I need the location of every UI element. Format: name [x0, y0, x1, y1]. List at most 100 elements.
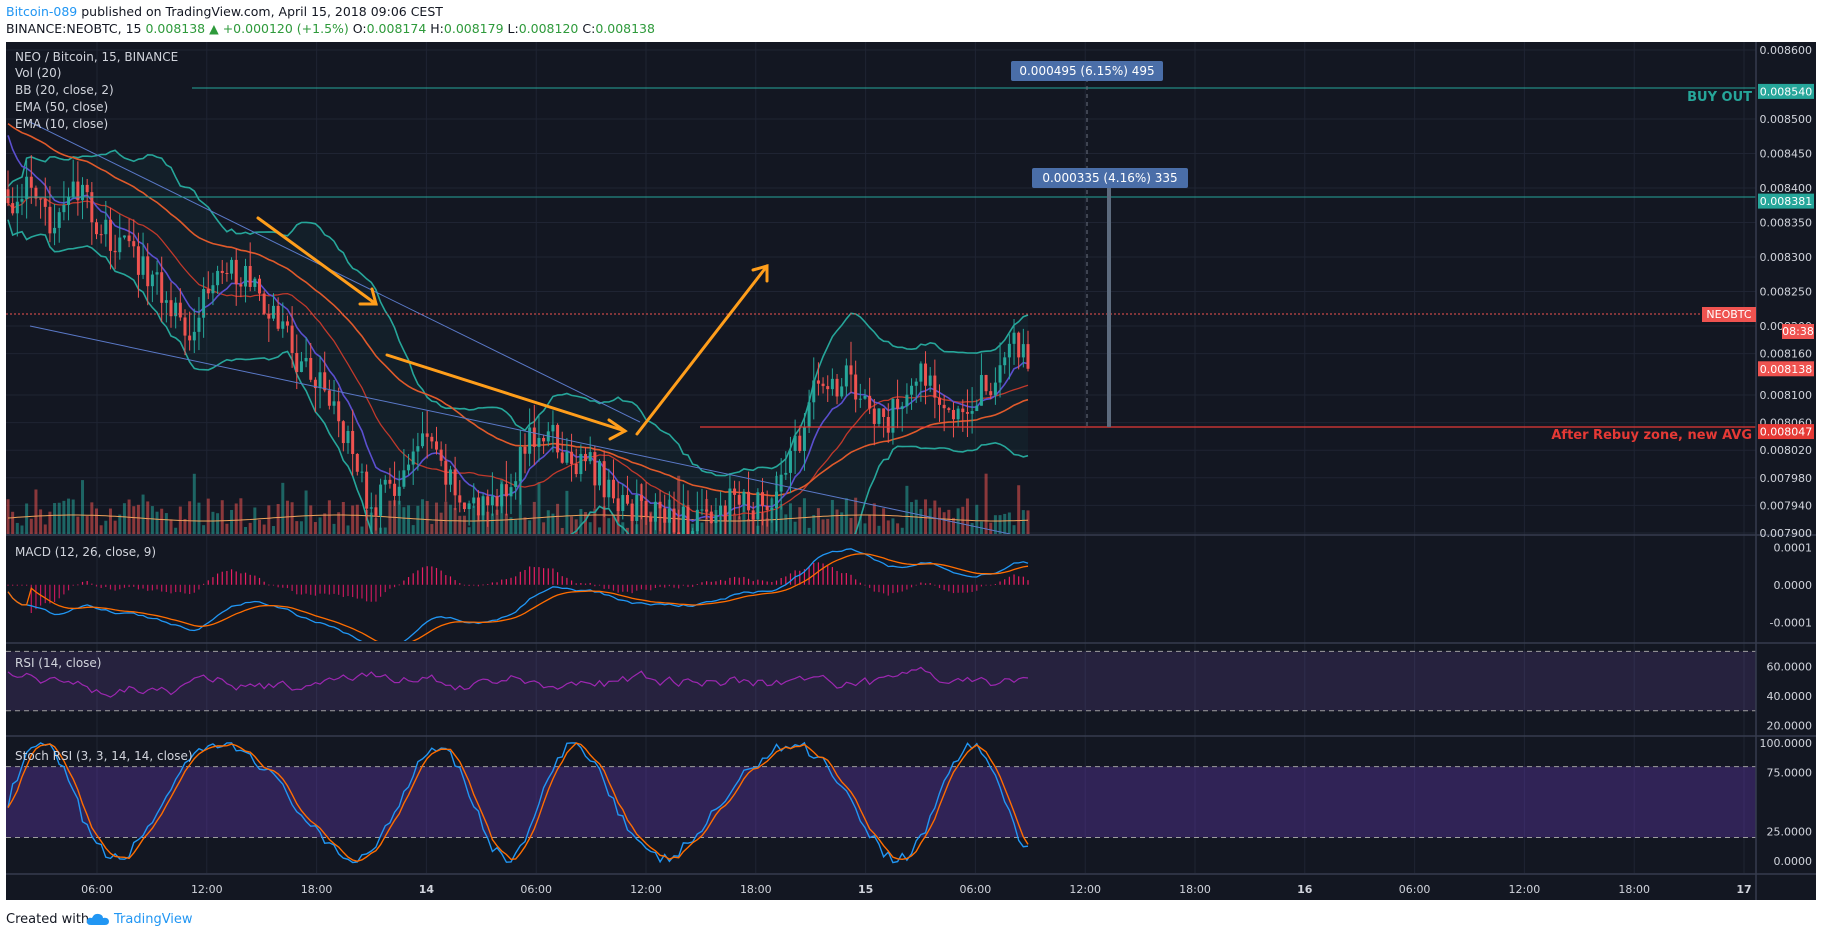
volume-bar: [444, 501, 448, 534]
price-axis-label: 0.007940: [1760, 499, 1813, 512]
macd-hist-bar: [203, 583, 205, 585]
macd-hist-bar: [761, 580, 764, 585]
candle-body: [751, 510, 755, 520]
candle-body: [649, 516, 653, 522]
volume-bar: [62, 500, 66, 534]
brand-label: TradingView: [114, 912, 193, 927]
analysis-arrows: [256, 216, 769, 441]
macd-hist-bar: [35, 584, 37, 610]
stoch-d-line: [7, 742, 1029, 863]
volume-bar: [309, 505, 313, 534]
candle-body: [677, 532, 681, 534]
candle-body: [379, 484, 383, 516]
stoch-rsi-pane[interactable]: [6, 741, 1756, 864]
time-axis[interactable]: 06:00 12:00 18:00 14 06:00 12:00 18:00 15 06:00 1…: [81, 883, 1752, 896]
volume-bar: [816, 508, 820, 534]
volume-bar: [99, 525, 103, 534]
candle-body: [858, 398, 862, 400]
ema50-line: [7, 122, 1029, 497]
pane-separators: [6, 42, 1816, 900]
volume-bar: [905, 485, 909, 534]
candle-body: [1026, 344, 1030, 369]
candle-body: [6, 189, 10, 204]
candle-body: [849, 365, 853, 375]
macd-hist-bar: [701, 582, 703, 585]
candle-body: [67, 196, 71, 205]
candle-body: [411, 451, 415, 465]
candle-body: [900, 406, 904, 409]
candle-body: [658, 501, 662, 509]
candle-body: [891, 398, 895, 433]
price-axis-label: 0.008100: [1760, 389, 1813, 402]
price-tag: [1758, 424, 1814, 440]
candle-body: [821, 383, 825, 387]
macd-hist-bar: [845, 573, 847, 585]
tradingview-brand[interactable]: TradingView: [86, 912, 193, 927]
macd-hist-bar: [612, 584, 615, 591]
candle-body: [1012, 332, 1016, 344]
macd-hist-bar: [263, 581, 265, 585]
candle-body: [230, 259, 234, 274]
volume-bar: [346, 525, 350, 534]
volume-bar: [490, 513, 494, 534]
candle-body: [621, 494, 625, 512]
macd-hist-bar: [333, 584, 335, 594]
volume-bar: [798, 507, 802, 534]
macd-hist-bar: [324, 584, 326, 594]
volume-bar: [933, 500, 937, 534]
volume-bar: [900, 527, 904, 534]
candle-body: [532, 427, 536, 447]
volume-bar: [821, 519, 825, 534]
candle-body: [81, 184, 85, 201]
candle-body: [369, 507, 373, 509]
candle-body: [779, 474, 783, 492]
volume-ma: [7, 514, 1029, 522]
macd-hist-bar: [170, 584, 172, 594]
candle-body: [355, 453, 359, 472]
price-pane[interactable]: [6, 78, 1756, 573]
macd-hist-bar: [957, 584, 959, 593]
macd-hist-bar: [645, 584, 647, 590]
candle-body: [528, 427, 532, 454]
macd-hist-bar: [375, 584, 377, 602]
volume-bar: [458, 515, 462, 534]
macd-hist-bar: [454, 580, 456, 585]
time-axis-label: 06:00: [520, 883, 552, 896]
candle-body: [1021, 344, 1025, 358]
candle-body: [761, 492, 765, 507]
quote-line: BINANCE:NEOBTC, 15 0.008138 ▲ +0.000120 …: [6, 21, 655, 36]
macd-hist-bar: [426, 566, 428, 585]
volume-bar: [989, 522, 993, 534]
candle-body: [938, 397, 942, 405]
macd-hist-bar: [505, 579, 507, 585]
volume-bar: [248, 522, 252, 534]
volume-bar: [546, 510, 550, 534]
macd-hist-bar: [300, 584, 303, 595]
candle-body: [667, 508, 671, 523]
candle-body: [896, 398, 900, 409]
macd-hist-bar: [114, 584, 116, 591]
candle-body: [383, 479, 387, 485]
last-price: 0.008138: [145, 21, 206, 36]
trading-chart[interactable]: 0.008600 0.008500 0.008450 0.008400 0.008350…: [0, 42, 1822, 904]
candle-body: [691, 531, 695, 534]
candle-body: [630, 503, 634, 521]
candle-body: [942, 404, 946, 409]
price-axis[interactable]: 0.008600 0.008500 0.008450 0.008400 0.008350…: [1760, 44, 1813, 868]
macd-pane[interactable]: [7, 548, 1029, 652]
time-axis-label: 17: [1736, 883, 1751, 896]
macd-hist-bar: [948, 584, 950, 592]
macd-hist-bar: [780, 577, 782, 585]
candle-body: [202, 289, 206, 318]
price-axis-label: 0.008400: [1760, 182, 1813, 195]
rsi-pane[interactable]: [6, 650, 1756, 712]
low-value: 0.008120: [518, 21, 579, 36]
author-link[interactable]: Bitcoin-089: [6, 4, 78, 19]
volume-bar: [174, 527, 178, 534]
macd-hist-bar: [440, 570, 442, 585]
candle-body: [118, 237, 122, 253]
macd-hist-bar: [86, 580, 88, 585]
volume-bar: [504, 513, 508, 534]
candle-body: [178, 302, 182, 318]
volume-bar: [425, 500, 429, 534]
